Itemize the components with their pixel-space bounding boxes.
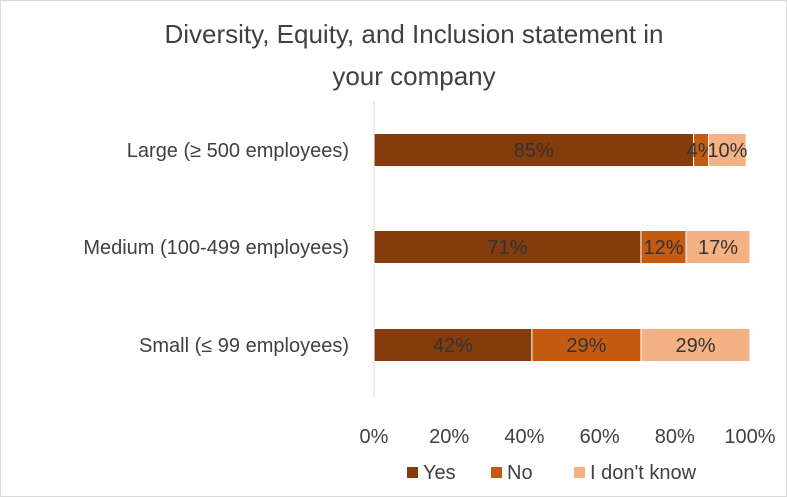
x-tick-label: 80% — [655, 426, 695, 448]
x-tick-label: 60% — [580, 426, 620, 448]
data-label: 17% — [698, 237, 738, 259]
data-label: 29% — [675, 335, 715, 357]
category-label: Large (≥ 500 employees) — [127, 140, 349, 162]
legend-label: Yes — [423, 462, 456, 484]
chart-title-line-2: your company — [332, 61, 495, 91]
bar-segment — [685, 230, 751, 264]
data-label: 10% — [707, 140, 747, 162]
plot-area: Large (≥ 500 employees) Medium (100-499 e… — [83, 101, 776, 448]
bar-segment — [373, 230, 642, 264]
category-label: Small (≤ 99 employees) — [139, 335, 349, 357]
legend: Yes No I don't know — [407, 462, 697, 484]
bar-segment — [708, 133, 747, 167]
chart-title-line-1: Diversity, Equity, and Inclusion stateme… — [164, 19, 663, 49]
bar-segment — [531, 328, 642, 362]
legend-swatch — [407, 467, 418, 478]
legend-label: No — [507, 462, 533, 484]
bar-segment — [640, 230, 687, 264]
data-label: 85% — [514, 140, 554, 162]
data-label: 71% — [487, 237, 527, 259]
bar-segment — [640, 328, 751, 362]
legend-swatch — [491, 467, 502, 478]
legend-swatch — [574, 467, 585, 478]
x-tick-label: 20% — [429, 426, 469, 448]
data-label: 12% — [644, 237, 684, 259]
data-label: 29% — [566, 335, 606, 357]
data-label: 42% — [433, 335, 473, 357]
category-label: Medium (100-499 employees) — [83, 237, 349, 259]
legend-label: I don't know — [590, 462, 697, 484]
x-tick-label: 0% — [360, 426, 389, 448]
x-tick-label: 40% — [504, 426, 544, 448]
bar-segment — [373, 328, 533, 362]
x-tick-label: 100% — [724, 426, 775, 448]
